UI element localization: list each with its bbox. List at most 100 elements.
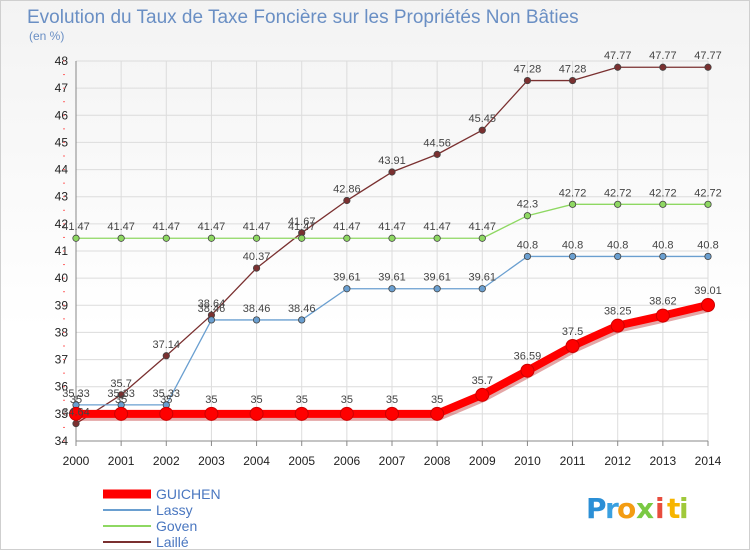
data-label-guichen: 35 [250,394,262,406]
data-label-lassy: 40.8 [607,239,628,251]
x-tick-label: 2003 [198,454,225,468]
data-label-goven: 41.47 [62,221,90,233]
data-label-guichen: 38.62 [649,296,677,308]
data-point-goven [207,234,216,242]
data-point-lassy [614,252,622,261]
data-label-goven: 42.72 [604,187,632,199]
data-point-goven [659,200,667,208]
data-label-guichen: 35 [431,394,443,406]
x-tick-label: 2012 [604,454,631,468]
proxiti-logo: Pro x i ti [586,492,689,525]
data-point-guichen [655,308,670,323]
brand-letter: o [617,492,636,525]
x-tick-label: 2005 [288,454,315,468]
data-label-goven: 42.72 [559,187,587,199]
data-label-goven: 41.47 [469,221,497,233]
x-tick-label: 2014 [695,454,722,468]
data-point-lassy [207,316,216,324]
data-point-goven [252,234,261,242]
data-label-guichen: 35 [341,394,353,406]
data-point-guichen [339,406,354,421]
y-tick-label: 48 [55,54,69,68]
y-tick-label: 45 [55,135,69,149]
data-label-goven: 41.47 [333,221,361,233]
data-point-lassy [252,316,261,324]
data-point-laill [252,264,261,272]
x-tick-label: 2011 [560,454,586,468]
data-point-lassy [523,252,532,261]
data-point-guichen [159,406,174,421]
data-label-guichen: 35 [160,394,172,406]
data-label-goven: 41.47 [288,221,316,233]
x-tick-label: 2002 [153,454,180,468]
data-point-lassy [659,252,667,261]
data-label-lassy: 40.8 [652,239,673,251]
data-point-goven [343,234,351,242]
data-point-laill [704,63,712,71]
data-label-guichen: 35.7 [472,375,493,387]
x-tick-label: 2001 [108,454,135,468]
data-point-guichen [701,298,715,313]
data-label-laill: 45.45 [469,113,497,125]
data-label-laill: 34.64 [62,407,90,419]
data-label-guichen: 35 [386,394,398,406]
data-label-goven: 41.47 [153,221,181,233]
data-label-guichen: 35 [70,394,82,406]
y-tick-label: 40 [55,271,69,285]
y-tick-label: 39 [55,298,69,312]
data-point-laill [388,168,396,176]
data-labels: 34.64 35.7 37.14 38.64 40.37 41.67 42.86 43.91 4… [62,50,722,418]
y-tick-label: 41 [55,244,69,258]
data-point-laill [117,391,125,399]
data-point-lassy [388,285,396,293]
data-point-laill [433,150,441,158]
data-label-laill: 37.14 [153,339,181,351]
data-label-goven: 42.72 [694,187,722,199]
data-point-goven [298,234,306,242]
data-label-laill: 47.77 [604,50,632,62]
x-tick-label: 2006 [334,454,361,468]
data-point-lassy [433,285,441,293]
x-tick-label: 2008 [424,454,451,468]
data-label-guichen: 35 [296,394,308,406]
data-point-guichen [294,406,309,421]
data-point-laill [614,63,622,71]
data-point-laill [568,76,577,85]
data-point-guichen [385,406,399,421]
data-label-guichen: 35 [205,394,217,406]
data-label-laill: 47.28 [559,64,587,76]
y-tick-label: 46 [55,108,69,122]
data-point-laill [478,126,486,134]
data-label-laill: 47.77 [694,50,722,62]
data-label-laill: 41.67 [288,216,316,228]
series [69,63,715,428]
y-tick-label: 37 [55,353,69,367]
data-point-laill [72,420,80,428]
y-tick-label: 38 [55,325,69,339]
data-label-lassy: 38.46 [288,303,316,315]
brand-letter: r [605,492,619,525]
data-point-goven [568,200,577,208]
grid [75,60,709,442]
y-tick-label: 47 [55,81,69,95]
x-tick-label: 2000 [63,454,90,468]
data-label-lassy: 35.33 [62,388,90,400]
data-label-goven: 41.47 [107,221,135,233]
data-label-laill: 47.28 [514,64,542,76]
data-label-laill: 47.77 [649,50,677,62]
data-label-lassy: 39.61 [469,272,497,284]
brand-letter: P [586,492,607,525]
x-tick-label: 2009 [469,454,496,468]
data-point-laill [343,196,351,205]
brand-letter: i [655,492,665,525]
data-label-lassy: 40.8 [697,239,718,251]
x-tick-label: 2004 [243,454,270,468]
data-point-guichen [610,318,625,333]
data-label-lassy: 39.61 [333,272,361,284]
data-label-lassy: 35.33 [153,388,181,400]
data-point-goven [704,200,712,208]
data-label-lassy: 38.46 [198,303,226,315]
y-tick-label: 44 [55,163,69,177]
